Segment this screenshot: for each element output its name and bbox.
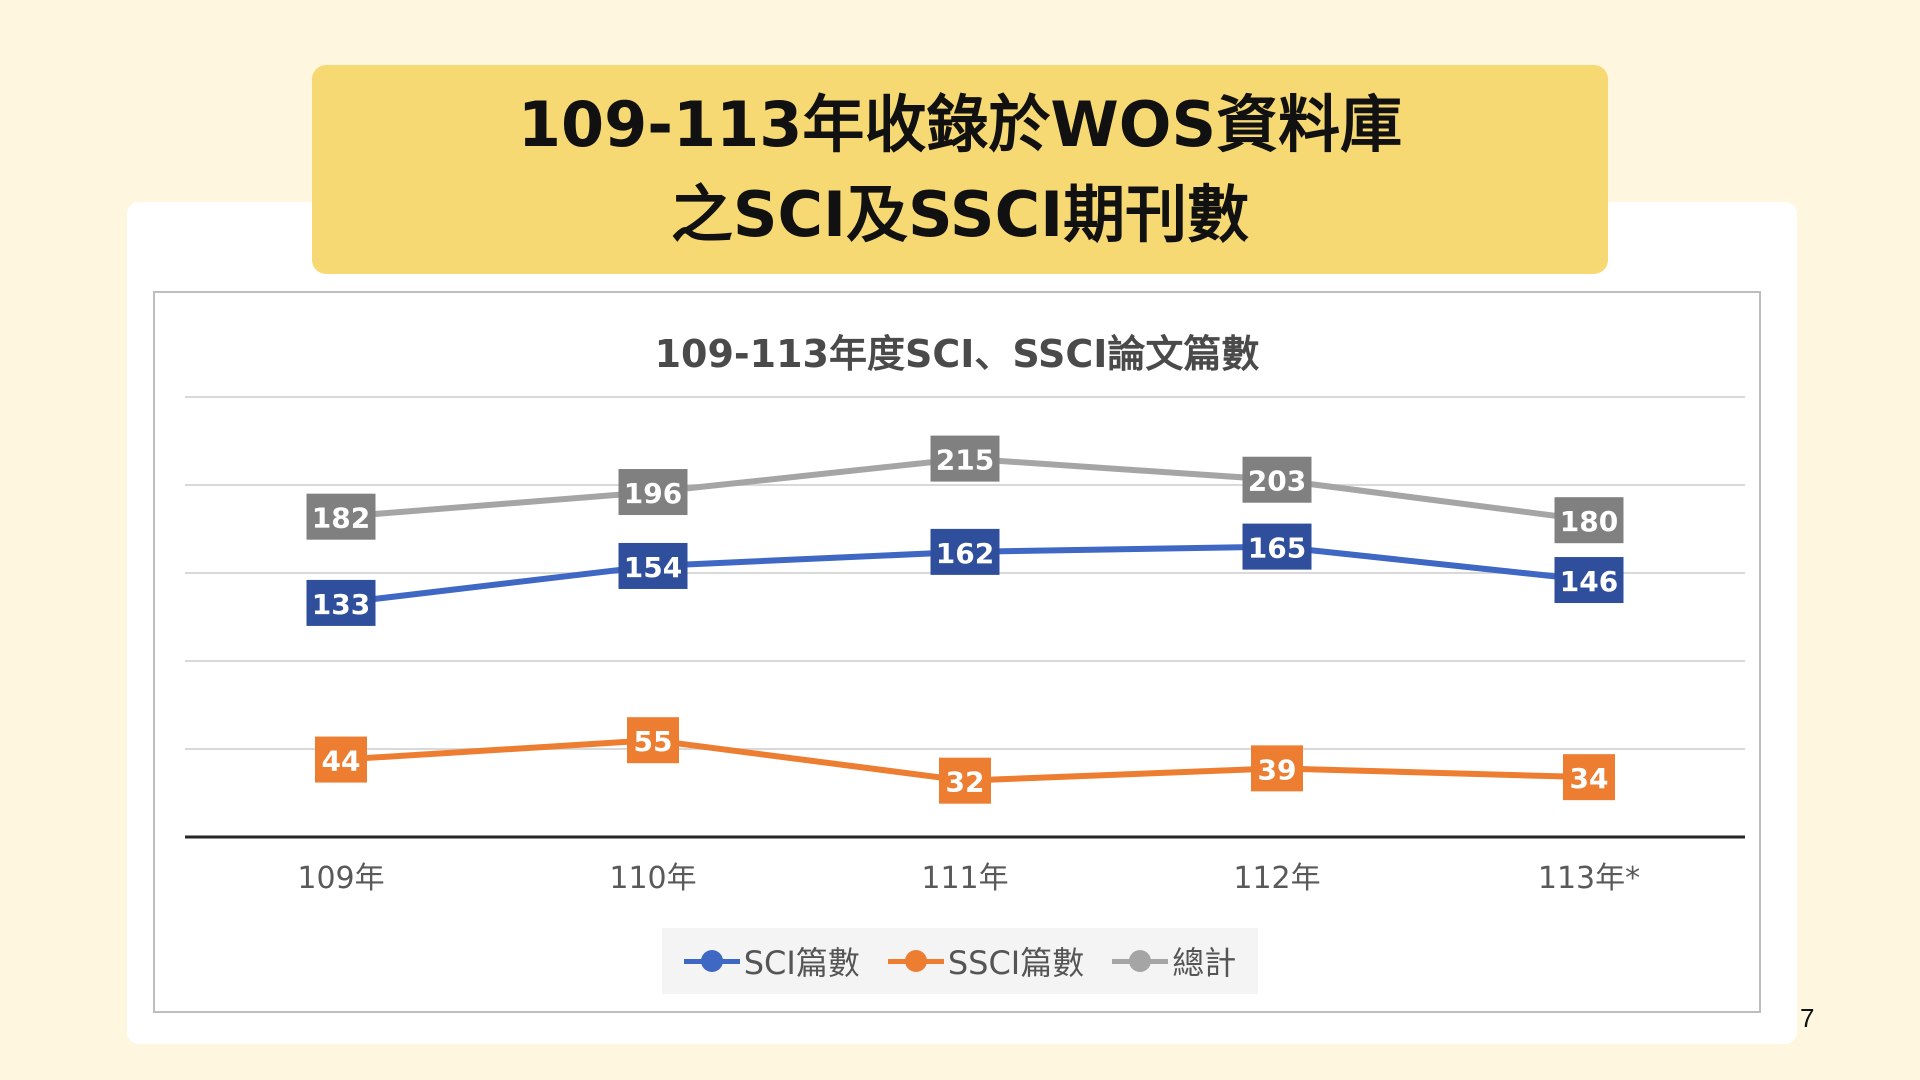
- x-tick-label: 111年: [921, 861, 1008, 896]
- data-label: 162: [936, 537, 994, 570]
- legend-item-ssci: SSCI篇數: [887, 938, 1085, 984]
- slide-title-line-1: 109-113年收錄於WOS資料庫: [517, 87, 1403, 161]
- data-label-box: [618, 469, 688, 516]
- data-label: 133: [312, 588, 370, 621]
- data-label-box: [306, 579, 376, 626]
- data-label-box: [1563, 754, 1615, 801]
- data-label: 182: [312, 502, 370, 535]
- legend-label-total: 總計: [1172, 944, 1237, 982]
- legend-swatch-sci: [683, 950, 740, 972]
- data-label-box: [939, 757, 991, 804]
- title-banner: 109-113年收錄於WOS資料庫 之SCI及SSCI期刊數: [312, 65, 1608, 274]
- data-label: 196: [624, 477, 682, 510]
- chart-legend: SCI篇數 SSCI篇數 總計: [662, 928, 1258, 994]
- slide-title-line-2: 之SCI及SSCI期刊數: [670, 177, 1250, 251]
- legend-label-ssci: SSCI篇數: [947, 944, 1085, 982]
- data-label-box: [1554, 497, 1624, 544]
- data-label: 165: [1248, 532, 1306, 565]
- line-chart: 109年 110年 111年 112年 113年* 182 196 215 203 180 133 1…: [185, 396, 1745, 896]
- data-label-box: [1251, 745, 1303, 792]
- x-tick-label: 110年: [609, 861, 696, 896]
- data-label: 44: [322, 745, 361, 778]
- legend-swatch-total: [1112, 950, 1169, 972]
- data-label-box: [930, 435, 1000, 482]
- data-label-box: [930, 528, 1000, 575]
- chart-frame: 109年 110年 111年 112年 113年* 182 196 215 203 180 133 1…: [153, 291, 1761, 1013]
- legend-item-sci: SCI篇數: [683, 938, 860, 984]
- data-label-box: [315, 736, 367, 783]
- data-label: 154: [624, 551, 682, 584]
- data-label: 34: [1570, 762, 1609, 795]
- x-tick-label: 113年*: [1538, 861, 1640, 896]
- data-label: 215: [936, 444, 994, 477]
- legend-swatch-ssci: [887, 950, 944, 972]
- data-label: 32: [946, 766, 985, 799]
- data-label: 146: [1560, 565, 1618, 598]
- data-label-box: [1554, 557, 1624, 604]
- legend-item-total: 總計: [1112, 938, 1236, 984]
- data-label-box: [1242, 456, 1312, 503]
- legend-label-sci: SCI篇數: [743, 944, 860, 982]
- data-label: 55: [634, 725, 673, 758]
- data-label-box: [306, 493, 376, 540]
- chart-title: 109-113年度SCI、SSCI論文篇數: [654, 332, 1260, 376]
- data-label-box: [627, 717, 679, 764]
- page-number: 7: [1800, 1003, 1815, 1033]
- x-tick-label: 109年: [297, 861, 384, 896]
- data-label: 39: [1258, 753, 1297, 786]
- data-label: 203: [1248, 465, 1306, 498]
- data-label-box: [618, 542, 688, 589]
- data-label-box: [1242, 523, 1312, 570]
- x-tick-label: 112年: [1233, 861, 1320, 896]
- data-label: 180: [1560, 505, 1618, 538]
